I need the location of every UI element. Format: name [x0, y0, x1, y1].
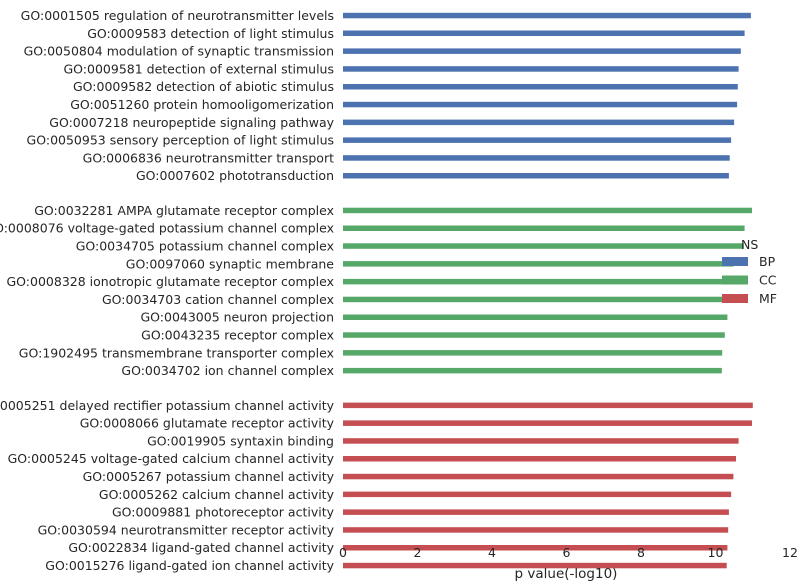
bar-mf-6 — [343, 491, 732, 498]
bar-mf-4 — [343, 456, 736, 462]
bar-mf-7 — [343, 509, 729, 515]
category-labels-group: GO:0001505 regulation of neurotransmitte… — [0, 8, 335, 573]
bar-cc-1 — [343, 207, 752, 214]
bar-bp-5 — [343, 84, 738, 90]
category-label: GO:0005245 voltage-gated calcium channel… — [8, 451, 335, 466]
category-label: GO:0032281 AMPA glutamate receptor compl… — [34, 203, 334, 218]
category-label: GO:0043235 receptor complex — [141, 328, 334, 343]
x-tick-label: 10 — [708, 545, 724, 560]
category-label: GO:0097060 synaptic membrane — [126, 256, 335, 271]
bar-bp-10 — [343, 173, 729, 179]
x-tick-label: 2 — [414, 545, 422, 560]
bar-cc-8 — [343, 332, 725, 338]
category-label: GO:0008066 glutamate receptor activity — [80, 416, 335, 431]
category-label: GO:1902495 transmembrane transporter com… — [19, 345, 334, 360]
category-label: GO:0005251 delayed rectifier potassium c… — [0, 398, 335, 413]
category-label: GO:0007602 phototransduction — [136, 168, 334, 183]
bar-bp-4 — [343, 66, 739, 72]
x-tick-label: 8 — [637, 545, 645, 560]
bar-bp-3 — [343, 48, 741, 54]
bar-bp-2 — [343, 30, 745, 36]
bar-mf-8 — [343, 527, 729, 533]
bars-group — [343, 12, 753, 569]
category-label: GO:0050804 modulation of synaptic transm… — [24, 44, 334, 59]
category-label: GO:0050953 sensory perception of light s… — [27, 133, 334, 148]
bar-bp-8 — [343, 137, 732, 143]
legend-label-bp: BP — [759, 254, 776, 269]
x-axis-ticks: 0 2 4 6 8 10 12 — [339, 545, 798, 560]
legend-label-mf: MF — [759, 291, 777, 306]
category-label: GO:0034703 cation channel complex — [102, 292, 334, 307]
bar-cc-7 — [343, 314, 728, 320]
category-label: GO:0034702 ion channel complex — [121, 363, 334, 378]
bar-cc-3 — [343, 243, 744, 249]
bar-cc-4 — [343, 261, 734, 267]
legend-swatch-bp — [722, 257, 748, 266]
x-tick-label: 6 — [563, 545, 571, 560]
x-tick-label: 0 — [339, 545, 347, 560]
bar-mf-9 — [343, 545, 728, 551]
bar-cc-6 — [343, 296, 729, 303]
legend-label-cc: CC — [759, 273, 777, 288]
bar-mf-2 — [343, 420, 752, 426]
category-label: GO:0009583 detection of light stimulus — [87, 26, 334, 41]
category-label: GO:0015276 ligand-gated ion channel acti… — [45, 558, 334, 573]
category-label: GO:0008328 ionotropic glutamate receptor… — [7, 274, 335, 289]
category-label: GO:0005267 potassium channel activity — [83, 469, 335, 484]
category-label: GO:0007218 neuropeptide signaling pathwa… — [49, 115, 334, 130]
legend: NS BP CC MF — [722, 237, 777, 306]
category-label: GO:0009581 detection of external stimulu… — [64, 61, 335, 76]
bar-mf-10 — [343, 562, 727, 569]
category-label: GO:0030594 neurotransmitter receptor act… — [38, 522, 335, 537]
category-label: GO:0008076 voltage-gated potassium chann… — [0, 221, 334, 236]
category-label: GO:0006836 neurotransmitter transport — [83, 150, 334, 165]
bar-mf-3 — [343, 438, 739, 444]
bar-bp-1 — [343, 12, 751, 19]
bar-bp-6 — [343, 101, 738, 108]
bar-bp-7 — [343, 119, 735, 126]
legend-swatch-mf — [722, 294, 748, 303]
category-label: GO:0034705 potassium channel complex — [76, 239, 334, 254]
bar-cc-9 — [343, 350, 723, 356]
bar-cc-5 — [343, 278, 730, 285]
legend-swatch-cc — [722, 275, 748, 285]
x-tick-label: 4 — [488, 545, 496, 560]
category-label: GO:0009582 detection of abiotic stimulus — [73, 79, 334, 94]
category-label: GO:0005262 calcium channel activity — [99, 487, 335, 502]
category-label: GO:0019905 syntaxin binding — [147, 433, 334, 448]
bar-cc-10 — [343, 367, 722, 374]
bar-mf-5 — [343, 473, 734, 480]
x-tick-label: 12 — [782, 545, 798, 560]
x-axis-title: p value(-log10) — [515, 566, 618, 582]
category-label: GO:0001505 regulation of neurotransmitte… — [21, 8, 334, 23]
category-label: GO:0043005 neuron projection — [140, 310, 334, 325]
category-label: GO:0022834 ligand-gated channel activity — [68, 540, 334, 555]
bar-mf-1 — [343, 402, 753, 409]
bar-bp-9 — [343, 155, 730, 161]
bar-cc-2 — [343, 225, 745, 231]
category-label: GO:0051260 protein homooligomerization — [70, 97, 334, 112]
legend-title: NS — [741, 237, 758, 252]
category-label: GO:0009881 photoreceptor activity — [112, 505, 335, 520]
